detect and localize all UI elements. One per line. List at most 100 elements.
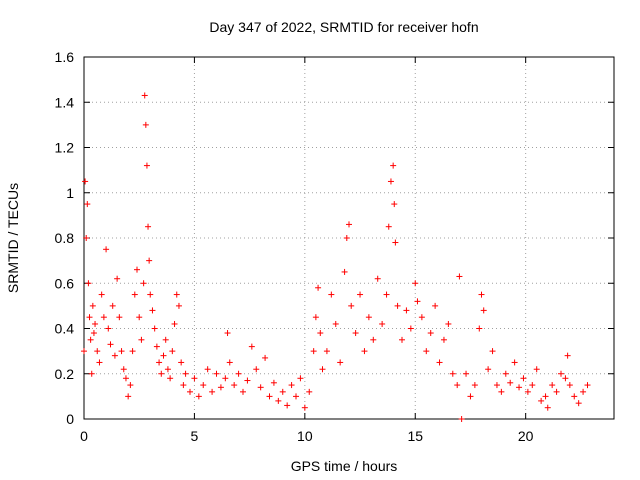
data-point <box>118 348 125 355</box>
data-point <box>173 291 180 298</box>
data-point <box>270 379 277 386</box>
data-point <box>357 291 364 298</box>
data-point <box>92 320 99 327</box>
data-point <box>153 343 160 350</box>
data-point <box>383 291 390 298</box>
data-point <box>391 201 398 208</box>
data-point <box>235 370 242 377</box>
data-points <box>81 92 591 422</box>
data-point <box>293 393 299 400</box>
data-point <box>301 404 308 411</box>
data-point <box>549 382 556 389</box>
data-point <box>445 320 452 327</box>
data-point <box>89 302 96 309</box>
data-point <box>348 302 355 309</box>
data-point <box>529 382 536 389</box>
x-tick-label: 5 <box>191 428 199 444</box>
data-point <box>96 359 103 366</box>
data-point <box>143 162 150 169</box>
data-point <box>493 382 500 389</box>
chart-title: Day 347 of 2022, SRMTID for receiver hof… <box>209 19 478 35</box>
data-point <box>432 302 439 309</box>
data-point <box>297 375 304 382</box>
data-point <box>279 388 286 395</box>
data-point <box>222 375 229 382</box>
data-point <box>158 370 165 377</box>
data-point <box>111 352 118 359</box>
data-point <box>566 382 573 389</box>
data-point <box>169 348 176 355</box>
data-point <box>195 393 202 400</box>
data-point <box>337 359 344 366</box>
data-point <box>140 280 147 287</box>
data-point <box>399 336 405 343</box>
data-point <box>440 336 447 343</box>
y-tick-label: 0.8 <box>55 230 75 246</box>
data-point <box>542 393 549 400</box>
data-point <box>553 388 560 395</box>
data-point <box>107 341 114 348</box>
data-point <box>217 384 224 391</box>
data-point <box>149 307 156 314</box>
data-point <box>332 320 339 327</box>
data-point <box>463 370 470 377</box>
y-tick-label: 1.4 <box>55 94 75 110</box>
data-point <box>141 92 148 99</box>
data-point <box>182 370 189 377</box>
data-point <box>558 370 564 377</box>
data-point <box>323 348 330 355</box>
data-point <box>449 370 456 377</box>
data-point <box>209 388 216 395</box>
data-point <box>436 359 443 366</box>
data-point <box>310 348 317 355</box>
data-point <box>471 382 478 389</box>
data-point <box>266 393 273 400</box>
data-point <box>187 388 193 395</box>
data-point <box>458 416 465 422</box>
data-point <box>571 393 578 400</box>
data-point <box>394 302 401 309</box>
data-point <box>127 382 134 389</box>
data-point <box>418 314 425 321</box>
data-point <box>361 348 368 355</box>
data-point <box>485 366 492 373</box>
data-point <box>253 366 260 373</box>
data-point <box>160 352 167 359</box>
data-point <box>476 325 483 332</box>
x-tick-label: 20 <box>518 428 534 444</box>
data-point <box>151 325 158 332</box>
data-point <box>520 375 527 382</box>
data-point <box>427 330 434 337</box>
data-point <box>129 348 136 355</box>
data-point <box>478 291 485 298</box>
data-point <box>507 379 514 386</box>
data-point <box>370 336 377 343</box>
data-point <box>142 121 149 128</box>
y-tick-label: 0.4 <box>55 321 75 337</box>
data-point <box>562 375 569 382</box>
data-point <box>511 359 518 366</box>
data-point <box>109 302 116 309</box>
data-point <box>244 377 251 384</box>
data-point <box>162 336 169 343</box>
data-point <box>136 314 143 321</box>
data-point <box>83 235 90 241</box>
x-tick-label: 10 <box>297 428 313 444</box>
data-point <box>231 382 238 389</box>
data-point <box>456 273 463 280</box>
y-tick-label: 1.6 <box>55 49 75 65</box>
data-point <box>538 397 545 404</box>
data-point <box>178 359 185 366</box>
data-point <box>145 223 152 230</box>
data-point <box>240 388 246 395</box>
data-point <box>467 393 474 400</box>
data-point <box>262 354 269 361</box>
data-point <box>84 201 91 208</box>
axis-ticks: 0 5 10 15 20 0 0.2 0.4 0.6 0.8 1 1.2 1.4 1.6 <box>55 49 614 444</box>
data-point <box>120 366 127 373</box>
data-point <box>175 302 182 309</box>
data-point <box>580 388 587 395</box>
data-point <box>414 298 421 305</box>
data-point <box>114 275 121 282</box>
